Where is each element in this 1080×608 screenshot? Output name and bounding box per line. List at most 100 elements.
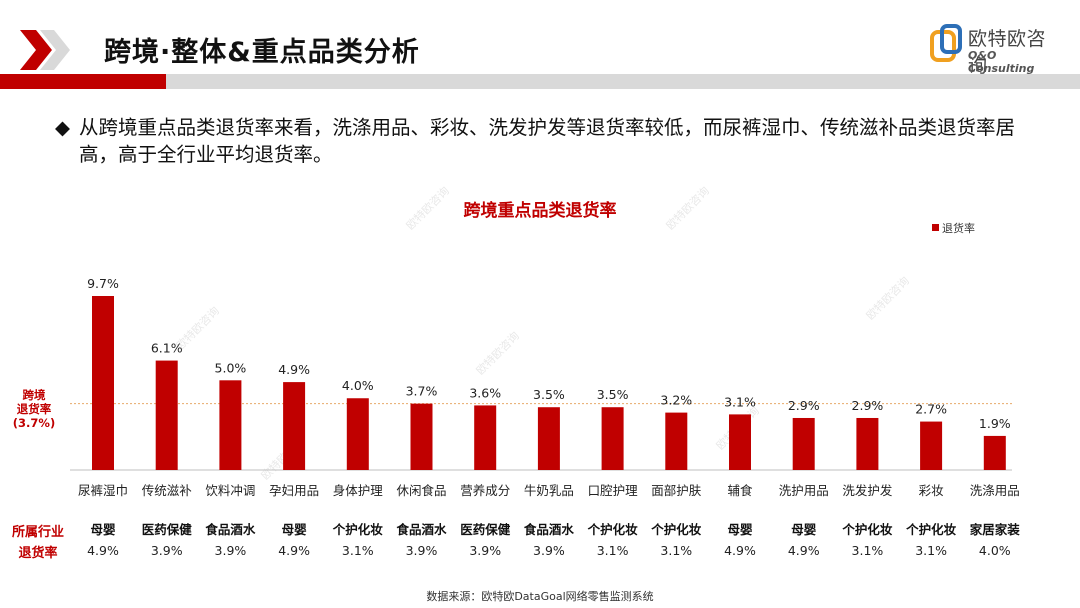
rate-cell: 4.9% xyxy=(278,543,310,558)
x-tick-label: 面部护肤 xyxy=(651,483,702,498)
industry-cell: 食品酒水 xyxy=(395,522,447,537)
data-label: 4.9% xyxy=(278,362,310,377)
chevron-right-icon xyxy=(20,30,70,70)
bar xyxy=(920,421,943,470)
industry-cell: 医药保健 xyxy=(460,522,511,537)
x-tick-label: 身体护理 xyxy=(333,483,384,498)
logo-text-cn: 欧特欧咨询 xyxy=(968,28,1047,77)
header-bar: 跨境·整体&重点品类分析 欧特欧咨询 O&O Consulting xyxy=(0,0,1080,92)
title-underline-red xyxy=(0,74,166,89)
data-label: 3.5% xyxy=(597,387,629,402)
industry-cell: 医药保健 xyxy=(142,522,193,537)
industry-cell: 母婴 xyxy=(90,522,116,537)
bar xyxy=(92,296,114,470)
rate-cell: 3.9% xyxy=(469,543,501,558)
data-label: 9.7% xyxy=(87,276,119,291)
data-label: 6.1% xyxy=(151,341,183,356)
average-line-label: 跨境 退货率 (3.7%) xyxy=(0,388,68,430)
bar xyxy=(983,435,1006,470)
page-title: 跨境·整体&重点品类分析 xyxy=(104,37,420,68)
x-tick-label: 尿裤湿巾 xyxy=(78,483,128,498)
industry-cell: 家居家装 xyxy=(970,522,1021,537)
bar xyxy=(856,417,879,470)
x-tick-label: 彩妆 xyxy=(919,483,944,498)
summary-text: 从跨境重点品类退货率来看，洗涤用品、彩妆、洗发护发等退货率较低，而尿裤湿巾、传统… xyxy=(79,116,1016,166)
industry-cell: 个护化妆 xyxy=(650,522,702,537)
rate-cell: 4.9% xyxy=(87,543,119,558)
x-tick-label: 营养成分 xyxy=(460,483,510,498)
data-label: 3.1% xyxy=(724,394,756,409)
rate-row-header: 退货率 xyxy=(18,546,58,561)
legend-label: 退货率 xyxy=(942,222,975,235)
x-tick-label: 饮料冲调 xyxy=(205,483,255,498)
industry-cell: 食品酒水 xyxy=(523,522,575,537)
chart-legend: 退货率 xyxy=(932,220,975,236)
data-label: 5.0% xyxy=(215,360,247,375)
x-tick-label: 洗发护发 xyxy=(842,483,893,498)
bar xyxy=(219,380,242,470)
x-tick-label: 口腔护理 xyxy=(588,483,639,498)
x-tick-label: 洗护用品 xyxy=(779,483,829,498)
x-tick-label: 辅食 xyxy=(727,483,753,498)
bar xyxy=(665,412,688,470)
data-label: 3.6% xyxy=(469,385,501,400)
diamond-bullet-icon: ◆ xyxy=(55,116,70,139)
data-label: 2.9% xyxy=(788,398,820,413)
bar xyxy=(729,414,751,470)
rate-cell: 3.1% xyxy=(852,543,884,558)
average-label-line1: 跨境 xyxy=(22,388,46,402)
rate-cell: 4.9% xyxy=(724,543,756,558)
rate-cell: 3.1% xyxy=(597,543,629,558)
logo-mark-icon xyxy=(930,24,962,62)
average-label-line3: (3.7%) xyxy=(12,416,56,430)
x-tick-label: 牛奶乳品 xyxy=(524,483,574,498)
average-label-line2: 退货率 xyxy=(16,402,52,416)
industry-cell: 母婴 xyxy=(727,522,753,537)
chart-title: 跨境重点品类退货率 xyxy=(463,201,617,221)
industry-cell: 母婴 xyxy=(282,522,308,537)
rate-cell: 3.9% xyxy=(215,543,247,558)
industry-cell: 个护化妆 xyxy=(332,522,384,537)
bar xyxy=(346,398,369,470)
title-underline xyxy=(0,74,1080,89)
legend-swatch xyxy=(932,224,939,231)
industry-cell: 个护化妆 xyxy=(905,522,957,537)
rate-cell: 3.1% xyxy=(342,543,374,558)
rate-cell: 3.1% xyxy=(660,543,692,558)
industry-cell: 母婴 xyxy=(791,522,817,537)
rate-cell: 4.9% xyxy=(788,543,820,558)
x-tick-label: 休闲食品 xyxy=(396,483,446,498)
bar xyxy=(474,405,497,470)
data-label: 3.5% xyxy=(533,387,565,402)
x-tick-label: 洗涤用品 xyxy=(970,483,1020,498)
data-label: 3.7% xyxy=(406,384,438,399)
industry-cell: 个护化妆 xyxy=(587,522,639,537)
bar xyxy=(601,407,624,470)
data-source: 数据来源：欧特欧DataGoal网络零售监测系统 xyxy=(426,590,654,603)
industry-row-header: 所属行业 xyxy=(11,525,64,540)
logo-text-en: O&O Consulting xyxy=(968,49,1035,75)
data-label: 3.2% xyxy=(660,393,692,408)
bar xyxy=(283,382,306,470)
rate-cell: 4.0% xyxy=(979,543,1011,558)
bar xyxy=(155,360,178,470)
summary-bullet: ◆ 从跨境重点品类退货率来看，洗涤用品、彩妆、洗发护发等退货率较低，而尿裤湿巾、… xyxy=(55,114,1045,168)
industry-cell: 食品酒水 xyxy=(204,522,256,537)
title-underline-grey xyxy=(166,74,1080,89)
bar xyxy=(537,407,560,470)
rate-cell: 3.1% xyxy=(915,543,947,558)
industry-cell: 个护化妆 xyxy=(841,522,893,537)
bar xyxy=(410,403,433,470)
company-logo: 欧特欧咨询 O&O Consulting xyxy=(930,24,1065,77)
x-tick-label: 传统滋补 xyxy=(142,483,193,498)
data-label: 4.0% xyxy=(342,378,374,393)
data-label: 1.9% xyxy=(979,416,1011,431)
data-label: 2.7% xyxy=(915,402,947,417)
rate-cell: 3.9% xyxy=(406,543,438,558)
x-tick-label: 孕妇用品 xyxy=(269,483,319,498)
bar xyxy=(792,417,815,470)
rate-cell: 3.9% xyxy=(151,543,183,558)
data-label: 2.9% xyxy=(852,398,884,413)
rate-cell: 3.9% xyxy=(533,543,565,558)
